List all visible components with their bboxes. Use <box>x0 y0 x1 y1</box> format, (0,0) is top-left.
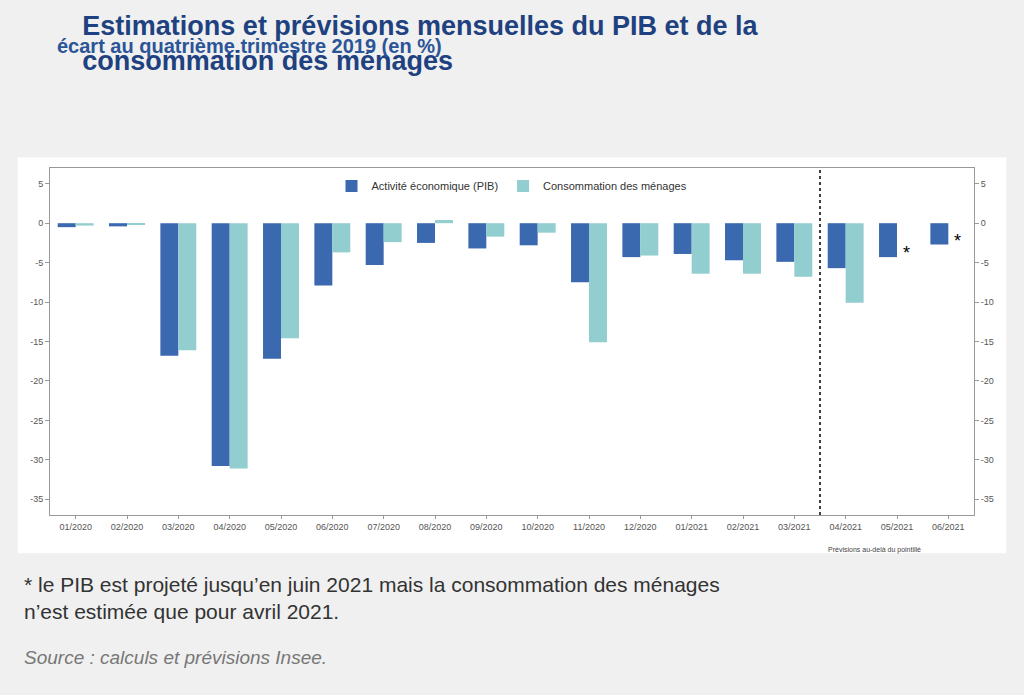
svg-text:écart au quatrième trimestre 2: écart au quatrième trimestre 2019 (en %) <box>57 35 442 57</box>
svg-text:03/2021: 03/2021 <box>778 522 811 532</box>
svg-text:09/2020: 09/2020 <box>470 522 503 532</box>
svg-text:04/2020: 04/2020 <box>213 522 246 532</box>
svg-text:-10: -10 <box>30 297 43 307</box>
svg-text:07/2020: 07/2020 <box>367 522 400 532</box>
svg-text:-25: -25 <box>981 416 994 426</box>
svg-text:02/2020: 02/2020 <box>111 522 144 532</box>
svg-text:02/2021: 02/2021 <box>727 522 760 532</box>
svg-text:Activité économique (PIB): Activité économique (PIB) <box>372 180 499 192</box>
svg-text:04/2021: 04/2021 <box>829 522 862 532</box>
svg-text:05/2021: 05/2021 <box>881 522 914 532</box>
svg-text:06/2021: 06/2021 <box>932 522 965 532</box>
svg-text:05/2020: 05/2020 <box>265 522 298 532</box>
svg-text:5: 5 <box>981 179 986 189</box>
svg-text:06/2020: 06/2020 <box>316 522 349 532</box>
svg-text:01/2020: 01/2020 <box>59 522 92 532</box>
svg-text:Source : calculs et prévisions: Source : calculs et prévisions Insee. <box>24 647 327 668</box>
svg-text:11/2020: 11/2020 <box>573 522 605 532</box>
svg-text:5: 5 <box>38 179 43 189</box>
svg-text:-35: -35 <box>981 494 994 504</box>
svg-text:10/2020: 10/2020 <box>521 522 554 532</box>
svg-text:-25: -25 <box>30 416 43 426</box>
svg-text:*: * <box>903 243 910 263</box>
svg-text:-5: -5 <box>35 258 43 268</box>
svg-text:03/2020: 03/2020 <box>162 522 195 532</box>
svg-text:0: 0 <box>38 218 43 228</box>
svg-text:-15: -15 <box>30 337 43 347</box>
svg-text:Prévisions au-delà du pointill: Prévisions au-delà du pointillé <box>828 546 921 554</box>
svg-text:0: 0 <box>981 218 986 228</box>
svg-text:Estimations et prévisions mens: Estimations et prévisions mensuelles du … <box>82 11 758 76</box>
svg-text:-20: -20 <box>981 376 994 386</box>
svg-text:-5: -5 <box>981 258 989 268</box>
svg-text:Consommation des ménages: Consommation des ménages <box>543 180 687 192</box>
svg-text:*: * <box>954 231 961 251</box>
svg-text:-15: -15 <box>981 337 994 347</box>
svg-text:-20: -20 <box>30 376 43 386</box>
svg-text:12/2020: 12/2020 <box>624 522 657 532</box>
svg-text:-35: -35 <box>30 494 43 504</box>
svg-text:-30: -30 <box>981 455 994 465</box>
svg-text:01/2021: 01/2021 <box>675 522 708 532</box>
svg-text:* le PIB est projeté jusqu’en: * le PIB est projeté jusqu’en juin 2021 … <box>24 573 720 623</box>
svg-text:-30: -30 <box>30 455 43 465</box>
svg-text:-10: -10 <box>981 297 994 307</box>
svg-text:08/2020: 08/2020 <box>419 522 452 532</box>
